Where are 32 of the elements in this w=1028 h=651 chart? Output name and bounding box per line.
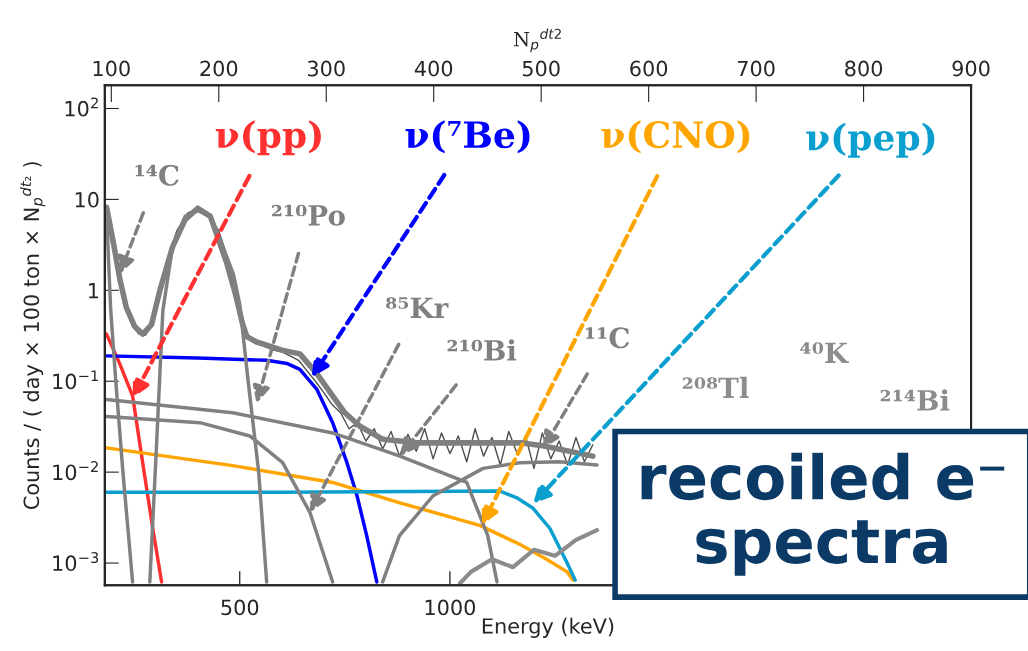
- x2-tick-label: 600: [630, 60, 668, 77]
- x2-tick-label: 900: [952, 60, 990, 77]
- y-tick-label: 1: [89, 283, 99, 299]
- x-tick-label: 1000: [425, 599, 476, 616]
- annotation: ¹¹C: [585, 327, 630, 349]
- x2-tick-label: 100: [93, 60, 130, 77]
- y-tick-label: 10$^{−1}$: [53, 370, 98, 390]
- x2-axis-title: N$_{p}$$^{dt2}$: [514, 28, 561, 53]
- x2-tick-label: 800: [845, 60, 883, 77]
- annotation: ¹⁴C: [135, 164, 179, 186]
- y-tick-label: 10$^{−2}$: [53, 461, 98, 481]
- annotation: ν(pep): [806, 122, 935, 158]
- annotation: ⁸⁵Kr: [386, 297, 449, 318]
- y-tick-label: 10$^{2}$: [65, 97, 98, 117]
- annotation: ²¹⁴Bi: [880, 389, 950, 411]
- x2-tick-label: 700: [737, 60, 775, 77]
- x2-tick-label: 500: [522, 60, 560, 77]
- y-tick-label: 10$^{−3}$: [53, 552, 99, 572]
- annotation: ν(CNO): [601, 120, 750, 154]
- annotation: ν(⁷Be): [405, 120, 530, 154]
- annotation: ²¹⁰Po: [271, 204, 345, 226]
- annotation: ν(pp): [215, 120, 321, 156]
- x2-tick-label: 200: [200, 60, 238, 77]
- x-axis-title: Energy (keV): [482, 617, 614, 638]
- y-axis-title: Counts / ( day × 100 ton × N$_{p}$$^{dt₂}$ ): [19, 162, 46, 510]
- annotation: recoiled e⁻ spectra: [641, 452, 1005, 576]
- annotation: ⁴⁰K: [800, 342, 849, 363]
- x2-tick-label: 300: [307, 60, 345, 77]
- x2-tick-label: 400: [414, 60, 453, 77]
- annotation: ²¹⁰Bi: [447, 339, 517, 361]
- annotation: ²⁰⁸Tl: [682, 376, 749, 398]
- y-tick-label: 10: [75, 191, 99, 208]
